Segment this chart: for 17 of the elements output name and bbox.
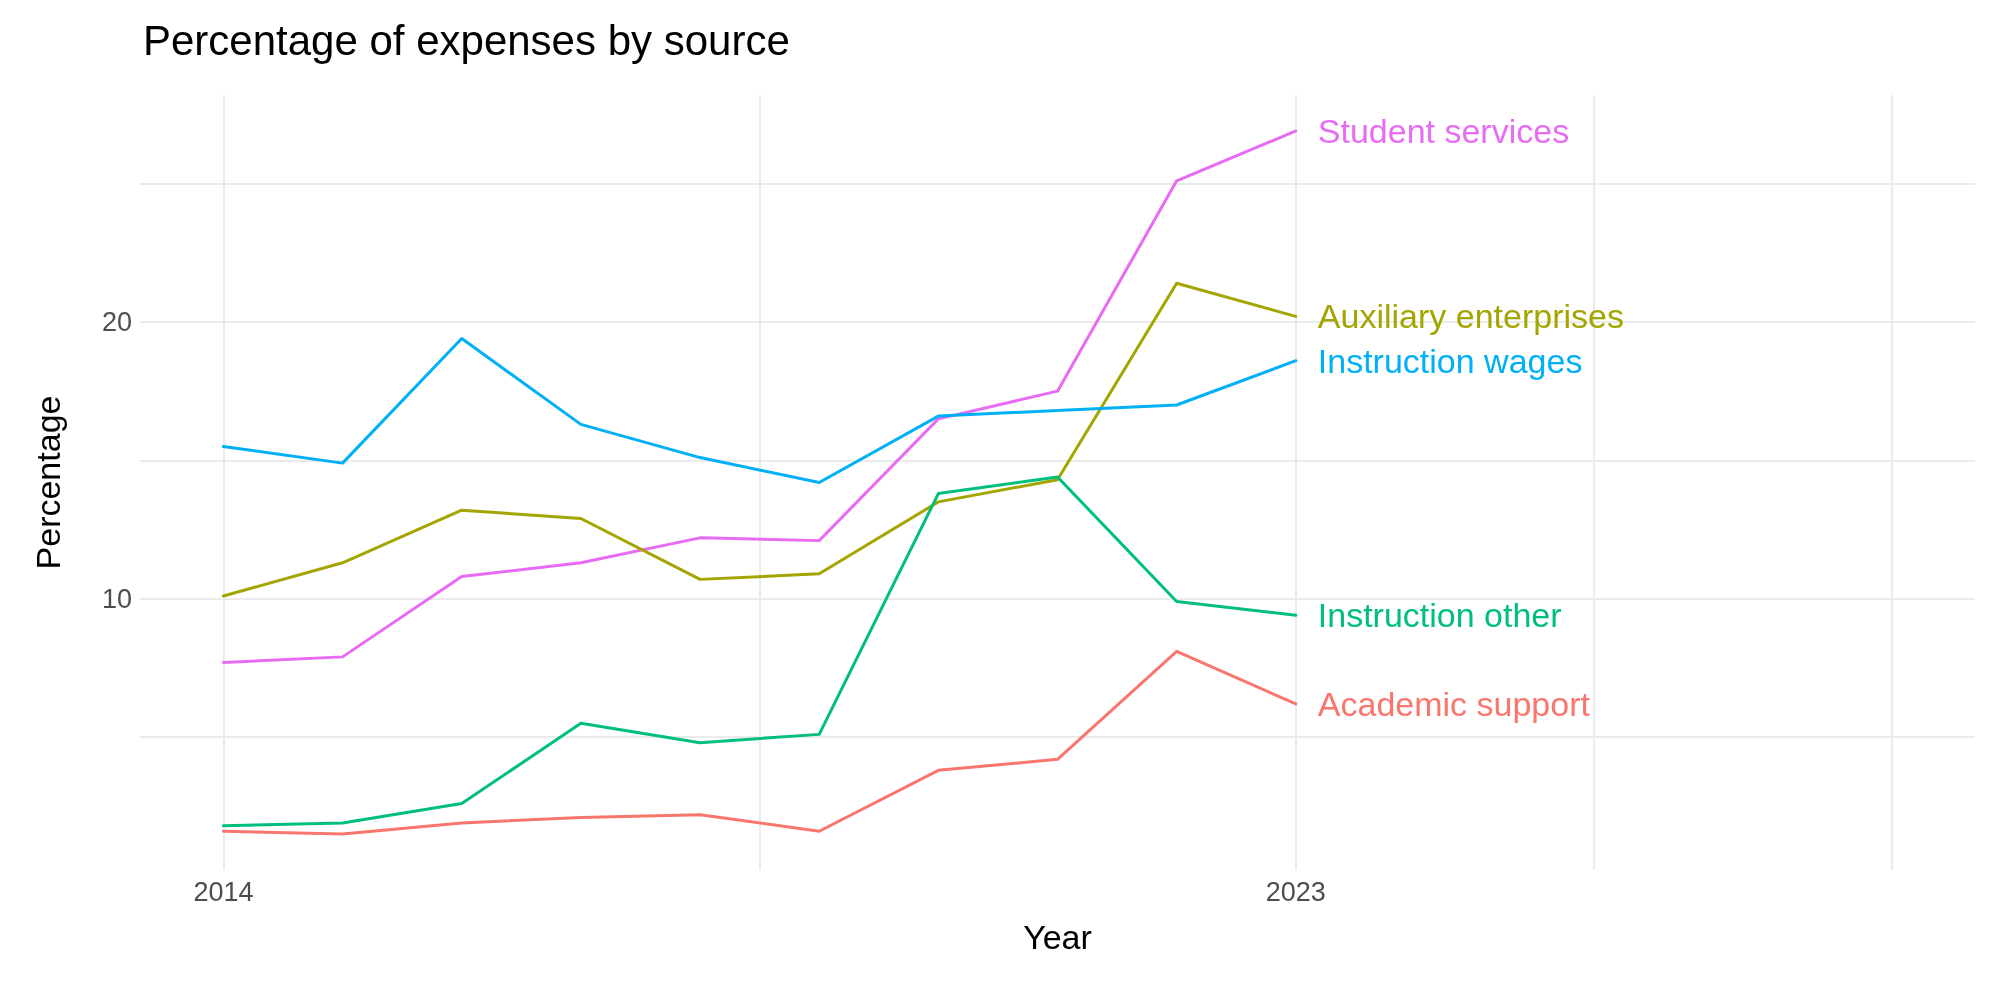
series-label: Auxiliary enterprises <box>1317 297 1624 336</box>
chart-title: Percentage of expenses by source <box>143 16 790 64</box>
line-series <box>221 281 1298 598</box>
line-series <box>221 129 1298 664</box>
line-series <box>221 475 1298 828</box>
y-axis-title: Percentage <box>29 395 67 570</box>
line-series <box>221 649 1298 836</box>
series-label: Instruction other <box>1317 596 1562 635</box>
series-label: Instruction wages <box>1317 341 1583 380</box>
x-tick-label: 2014 <box>193 876 254 907</box>
series-label: Student services <box>1317 111 1570 150</box>
series-label: Academic support <box>1317 684 1591 723</box>
x-tick-label: 2023 <box>1265 876 1326 907</box>
y-tick-label: 10 <box>101 583 132 614</box>
line-series <box>221 337 1298 484</box>
y-tick-label: 20 <box>101 306 132 337</box>
x-axis-title: Year <box>1023 918 1092 956</box>
